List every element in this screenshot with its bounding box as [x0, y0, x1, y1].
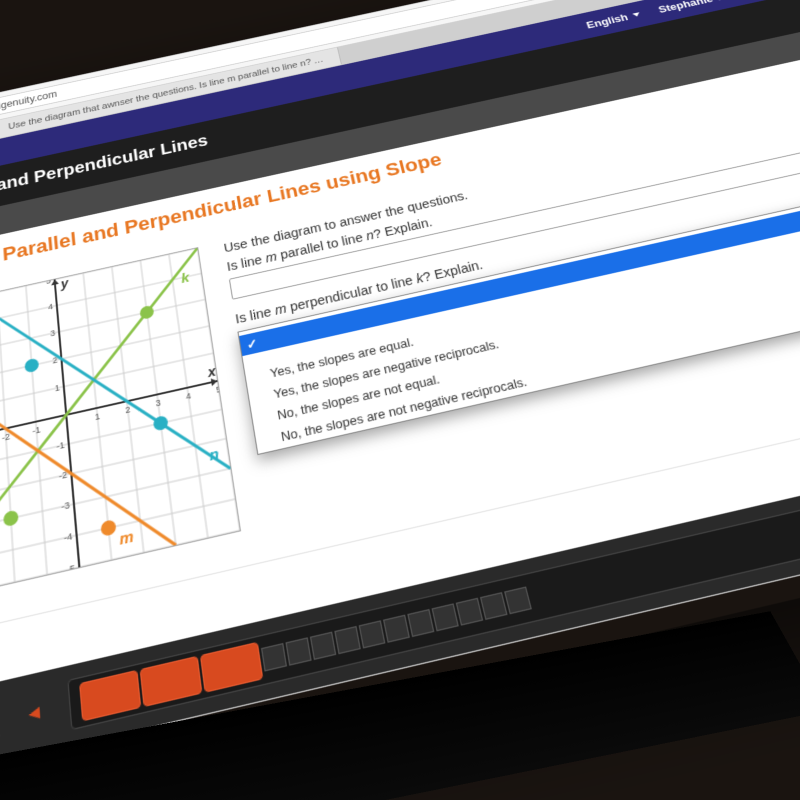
- svg-text:n: n: [208, 446, 220, 465]
- svg-text:y: y: [59, 276, 69, 292]
- progress-step[interactable]: [334, 626, 361, 654]
- svg-text:5: 5: [215, 384, 222, 395]
- svg-text:m: m: [119, 528, 136, 549]
- progress-step[interactable]: [504, 586, 532, 614]
- svg-text:-4: -4: [63, 530, 73, 543]
- progress-step[interactable]: [407, 609, 434, 637]
- svg-text:x: x: [206, 363, 218, 380]
- progress-step[interactable]: [140, 656, 203, 707]
- language-label: English: [585, 11, 630, 30]
- progress-step[interactable]: [456, 598, 483, 626]
- language-selector[interactable]: English: [585, 9, 642, 31]
- progress-step[interactable]: [79, 670, 141, 722]
- prev-button[interactable]: ◀: [19, 700, 50, 726]
- progress-step[interactable]: [383, 615, 410, 643]
- svg-text:4: 4: [185, 390, 192, 401]
- progress-step[interactable]: [310, 632, 336, 660]
- progress-step[interactable]: [480, 592, 508, 620]
- svg-text:1: 1: [54, 382, 60, 393]
- progress-step[interactable]: [261, 643, 287, 672]
- graph-container: -5-5-4-4-3-3-2-2-1-11122334455xyknm: [0, 247, 243, 621]
- coordinate-graph: -5-5-4-4-3-3-2-2-1-11122334455xyknm: [0, 247, 241, 606]
- progress-step[interactable]: [359, 620, 386, 648]
- svg-text:-5: -5: [66, 562, 76, 575]
- svg-text:-1: -1: [32, 424, 41, 436]
- svg-text:-1: -1: [56, 439, 65, 451]
- svg-text:3: 3: [155, 397, 162, 408]
- progress-step[interactable]: [432, 603, 459, 631]
- chevron-down-icon: [632, 12, 640, 17]
- progress-step[interactable]: [285, 637, 311, 665]
- svg-text:2: 2: [125, 404, 131, 415]
- svg-text:-3: -3: [61, 499, 71, 512]
- svg-text:4: 4: [48, 301, 54, 311]
- svg-text:5: 5: [46, 276, 52, 286]
- svg-text:3: 3: [50, 328, 56, 339]
- svg-text:1: 1: [94, 411, 100, 422]
- progress-step[interactable]: [200, 642, 263, 693]
- svg-text:k: k: [180, 270, 191, 287]
